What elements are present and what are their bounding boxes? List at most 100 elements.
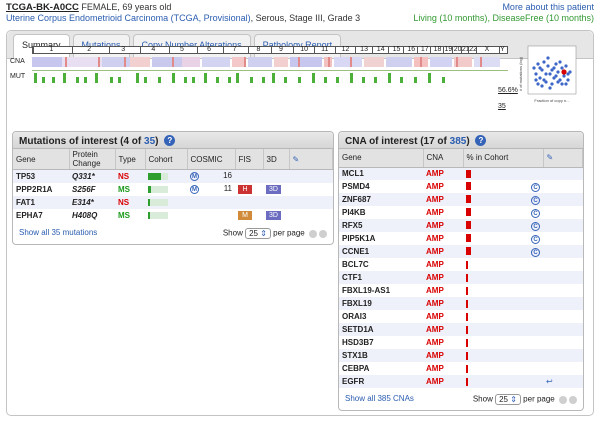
gene-name[interactable]: CEBPA [339,362,423,375]
table-row[interactable]: TP53 Q331* NS M 16 [13,169,333,183]
table-row[interactable]: PI4KB AMP C [339,206,583,219]
table-row[interactable]: PSMD4 AMP C [339,180,583,193]
col-edit-icon[interactable]: ✎ [289,149,333,170]
more-about-patient-link[interactable]: More about this patient [502,2,594,12]
3d-structure-button[interactable]: 3D [266,185,281,194]
table-row[interactable]: PPP2R1A S256F MS M 11 H 3D [13,182,333,196]
mutation-mark[interactable] [118,77,121,83]
cohort-cell[interactable]: C [463,219,543,232]
3d-cell[interactable]: 3D [263,208,289,222]
cosmic-count[interactable]: 16 [223,171,232,181]
gene-name[interactable]: TP53 [13,169,69,183]
gene-name[interactable]: MCL1 [339,167,423,180]
gene-name[interactable]: FAT1 [13,195,69,209]
table-row[interactable]: EGFR AMP ↩ [339,375,583,388]
cohort-cell[interactable] [463,258,543,271]
3d-structure-button[interactable]: 3D [266,211,281,220]
mutation-mark[interactable] [110,77,113,83]
cancer-gene-icon[interactable]: C [531,235,540,244]
col-type[interactable]: Type [115,149,146,170]
mutation-assessor-icon[interactable]: M [190,185,199,194]
table-row[interactable]: PIP5K1A AMP C [339,232,583,245]
cohort-cell[interactable] [145,208,187,222]
mutation-mark[interactable] [158,77,161,83]
help-icon[interactable]: ? [475,135,487,146]
mutation-assessor-icon[interactable]: M [190,172,199,182]
gene-name[interactable]: HSD3B7 [339,336,423,349]
edit-cell[interactable]: ↩ [543,375,583,388]
mutation-mark[interactable] [95,73,98,83]
col-edit-icon[interactable]: ✎ [543,149,583,168]
mutation-mark[interactable] [362,77,365,83]
gene-name[interactable]: PI4KB [339,206,423,219]
gene-name[interactable]: CTF1 [339,271,423,284]
cancer-gene-icon[interactable]: C [531,209,540,218]
mutation-vs-cna-scatter[interactable]: # of mutations (log) Fraction of copy n.… [518,44,578,106]
table-row[interactable]: SETD1A AMP [339,323,583,336]
cancer-gene-icon[interactable]: C [531,248,540,257]
mutation-mark[interactable] [184,77,187,83]
col-gene[interactable]: Gene [339,149,424,168]
3d-cell[interactable] [263,169,289,183]
cohort-cell[interactable] [463,362,543,375]
cohort-cell[interactable] [463,284,543,297]
mutation-mark[interactable] [52,77,55,83]
3d-cell[interactable]: 3D [263,182,289,196]
gene-name[interactable]: FBXL19 [339,297,423,310]
mutation-mark[interactable] [34,73,37,83]
gene-name[interactable]: CCNE1 [339,245,423,258]
table-row[interactable]: STX1B AMP [339,349,583,362]
mutation-mark[interactable] [336,77,339,83]
col-cna[interactable]: CNA [423,149,464,168]
mutation-mark[interactable] [228,77,231,83]
table-row[interactable]: ZNF687 AMP C [339,193,583,206]
cohort-cell[interactable] [463,323,543,336]
gene-name[interactable]: SETD1A [339,323,423,336]
table-row[interactable]: ORAI3 AMP [339,310,583,323]
gene-name[interactable]: EPHA7 [13,208,69,222]
gene-name[interactable]: BCL7C [339,258,423,271]
mutation-mark[interactable] [144,77,147,83]
cohort-cell[interactable] [463,375,543,388]
mutation-mark[interactable] [284,77,287,83]
mutation-mark[interactable] [374,77,377,83]
cosmic-cell[interactable] [187,195,235,209]
cancer-gene-icon[interactable]: C [531,183,540,192]
cna-track[interactable] [32,57,508,67]
page-size-select[interactable]: 25 ⇕ [245,228,271,239]
table-row[interactable]: FAT1 E314* NS [13,195,333,209]
cohort-cell[interactable] [463,297,543,310]
next-page-icon[interactable] [319,229,327,238]
col-protein-change[interactable]: Protein Change [69,149,116,170]
table-row[interactable]: CTF1 AMP [339,271,583,284]
table-row[interactable]: FBXL19-AS1 AMP [339,284,583,297]
gene-name[interactable]: RFX5 [339,219,423,232]
table-row[interactable]: FBXL19 AMP [339,297,583,310]
fis-cell[interactable]: H [235,182,263,196]
cohort-cell[interactable]: C [463,206,543,219]
mutation-track[interactable] [32,73,508,83]
gene-name[interactable]: PPP2R1A [13,182,69,196]
cohort-cell[interactable] [145,182,187,196]
cancer-gene-icon[interactable]: C [531,222,540,231]
mutation-mark[interactable] [192,77,195,83]
cosmic-cell[interactable]: M 16 [187,169,235,183]
mutation-mark[interactable] [442,77,445,83]
cosmic-cell[interactable]: M 11 [187,182,235,196]
fis-badge[interactable]: H [238,185,252,194]
table-row[interactable]: HSD3B7 AMP [339,336,583,349]
table-row[interactable]: EPHA7 H408Q MS M 3D [13,208,333,222]
page-size-select[interactable]: 25 ⇕ [495,394,521,405]
gene-name[interactable]: PIP5K1A [339,232,423,245]
cohort-cell[interactable] [463,271,543,284]
mutation-mark[interactable] [324,77,327,83]
mutation-mark[interactable] [236,73,239,83]
cosmic-count[interactable]: 11 [223,184,232,193]
mutation-mark[interactable] [76,77,79,83]
fis-cell[interactable] [235,195,263,209]
cna-total-link[interactable]: 385 [449,136,467,147]
mutation-mark[interactable] [42,77,45,83]
show-all-cnas-link[interactable]: Show all 385 CNAs [345,394,414,403]
col-cohort[interactable]: Cohort [145,149,188,170]
col-gene[interactable]: Gene [13,149,70,170]
